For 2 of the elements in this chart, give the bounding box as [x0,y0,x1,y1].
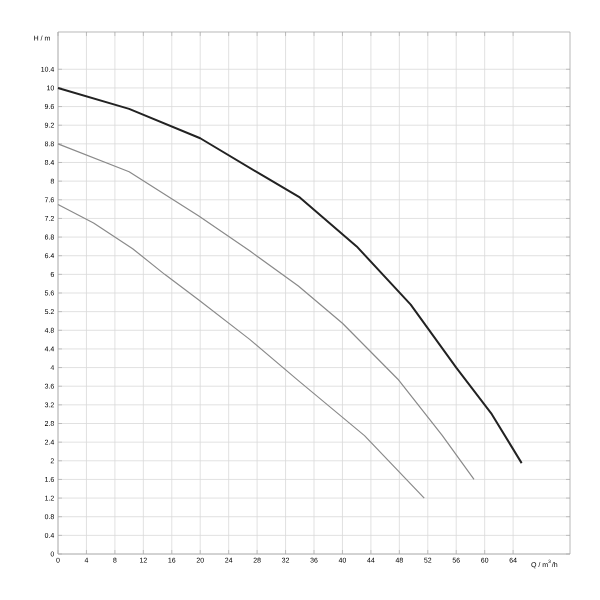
line-series [57,203,425,499]
line-series [57,86,523,465]
